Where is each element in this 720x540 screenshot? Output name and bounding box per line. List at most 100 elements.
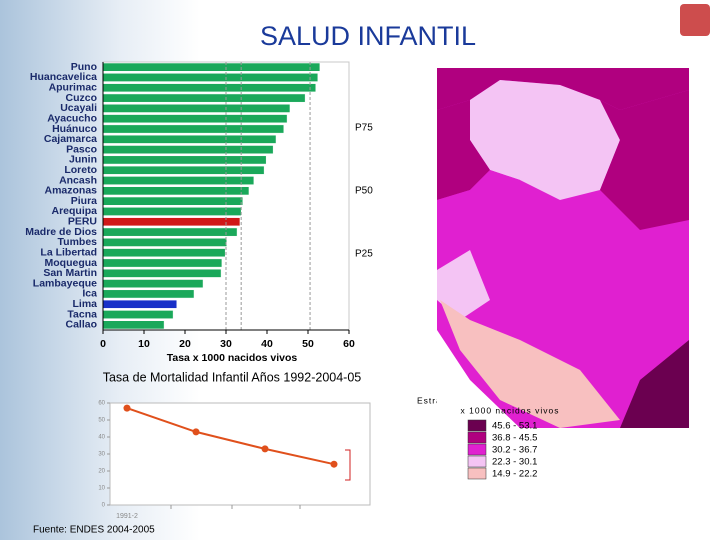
category-label: La Libertad bbox=[40, 246, 97, 258]
map-ocean bbox=[437, 330, 520, 428]
point bbox=[261, 445, 269, 453]
bar bbox=[102, 207, 242, 216]
slide-title: SALUD INFANTIL bbox=[260, 21, 476, 51]
line bbox=[126, 407, 335, 466]
category-label: Ayacucho bbox=[47, 112, 97, 124]
legend-label: 14.9 - 22.2 bbox=[492, 469, 537, 480]
bar bbox=[102, 186, 250, 196]
x-tick-label: 1991-2 bbox=[116, 513, 138, 520]
bracket bbox=[345, 449, 351, 481]
category-label: Puno bbox=[71, 61, 97, 73]
category-label: Tumbes bbox=[58, 236, 98, 248]
reference-label: P50 bbox=[355, 186, 373, 197]
category-label: Huánuco bbox=[52, 123, 97, 135]
legend-subtitle: x 1000 nacidos vivos bbox=[461, 405, 560, 415]
map bbox=[437, 68, 689, 428]
x-tick-label: 10 bbox=[138, 338, 150, 350]
legend-swatch bbox=[467, 443, 487, 456]
category-label: Lambayeque bbox=[33, 277, 97, 289]
point bbox=[192, 428, 200, 436]
source: Fuente: ENDES 2004-2005 bbox=[33, 525, 155, 536]
emblem bbox=[680, 4, 710, 36]
y-tick-label: 20 bbox=[98, 469, 105, 475]
map-region bbox=[600, 90, 689, 230]
reference-label: P75 bbox=[355, 123, 373, 134]
map-region bbox=[440, 300, 620, 428]
bar bbox=[102, 238, 228, 247]
bar bbox=[102, 248, 226, 258]
category-label: Callao bbox=[65, 319, 97, 331]
chart-title: Tasa de Mortalidad Infantil Años 1992-20… bbox=[103, 370, 362, 384]
point bbox=[123, 404, 131, 412]
y-tick-label: 10 bbox=[98, 486, 105, 492]
bar bbox=[102, 62, 321, 72]
y-tick-label: 40 bbox=[98, 435, 105, 441]
legend-label: 45.6 - 53.1 bbox=[492, 421, 537, 432]
bar bbox=[102, 299, 178, 309]
legend-swatch bbox=[467, 419, 487, 432]
legend-label: 22.3 - 30.1 bbox=[492, 457, 537, 468]
map-region bbox=[437, 100, 490, 200]
bar bbox=[102, 279, 204, 288]
map-region bbox=[437, 250, 490, 320]
category-label: Tacna bbox=[67, 308, 97, 320]
map-region bbox=[620, 340, 689, 428]
y-tick-label: 30 bbox=[98, 452, 105, 458]
bar bbox=[102, 124, 285, 134]
bar bbox=[102, 83, 317, 93]
bar bbox=[102, 320, 165, 330]
bar bbox=[102, 217, 241, 227]
bar bbox=[102, 289, 195, 299]
category-label: Madre de Dios bbox=[25, 226, 97, 238]
category-label: Piura bbox=[71, 195, 97, 207]
x-axis-label: Tasa x 1000 nacidos vivos bbox=[167, 352, 298, 364]
legend-swatch bbox=[467, 467, 487, 480]
bar bbox=[102, 93, 306, 103]
legend-label: 30.2 - 36.7 bbox=[492, 445, 537, 456]
bar bbox=[102, 104, 291, 113]
legend-swatch bbox=[467, 431, 487, 444]
category-label: Ancash bbox=[59, 174, 97, 186]
bar bbox=[102, 73, 319, 82]
y-tick-label: 50 bbox=[98, 418, 105, 424]
category-label: Loreto bbox=[64, 164, 97, 176]
category-label: Junin bbox=[69, 154, 97, 166]
bar bbox=[102, 258, 223, 268]
bar bbox=[102, 134, 277, 144]
category-label: Arequipa bbox=[51, 205, 97, 217]
y-tick-label: 0 bbox=[102, 503, 106, 509]
category-label: Cuzco bbox=[66, 92, 98, 104]
map-region bbox=[437, 170, 520, 270]
point bbox=[330, 460, 338, 468]
legend-swatch bbox=[467, 455, 487, 468]
x-tick-label: 60 bbox=[343, 338, 355, 350]
bar bbox=[102, 165, 265, 175]
plot-area bbox=[109, 402, 371, 506]
map-region bbox=[470, 80, 620, 200]
bar bbox=[102, 196, 244, 206]
y-tick-label: 60 bbox=[98, 401, 105, 407]
category-label: Apurimac bbox=[49, 82, 98, 94]
category-label: San Martin bbox=[43, 267, 97, 279]
x-tick-label: 50 bbox=[302, 338, 314, 350]
category-label: Cajamarca bbox=[44, 133, 97, 145]
legend-label: 36.8 - 45.5 bbox=[492, 433, 537, 444]
bar bbox=[102, 227, 238, 237]
category-label: Moquegua bbox=[45, 257, 98, 269]
category-label: Lima bbox=[72, 298, 97, 310]
category-label: Pasco bbox=[66, 143, 97, 155]
bar bbox=[102, 155, 267, 165]
bar bbox=[102, 114, 288, 124]
bar bbox=[102, 268, 222, 278]
x-tick-label: 30 bbox=[220, 338, 232, 350]
bar bbox=[102, 310, 174, 319]
category-label: Ica bbox=[82, 288, 97, 300]
x-tick-label: 0 bbox=[100, 338, 106, 350]
category-label: Ucayali bbox=[60, 102, 97, 114]
x-tick-label: 40 bbox=[261, 338, 273, 350]
reference-label: P25 bbox=[355, 249, 373, 260]
category-label: Amazonas bbox=[44, 185, 97, 197]
bar bbox=[102, 145, 274, 154]
